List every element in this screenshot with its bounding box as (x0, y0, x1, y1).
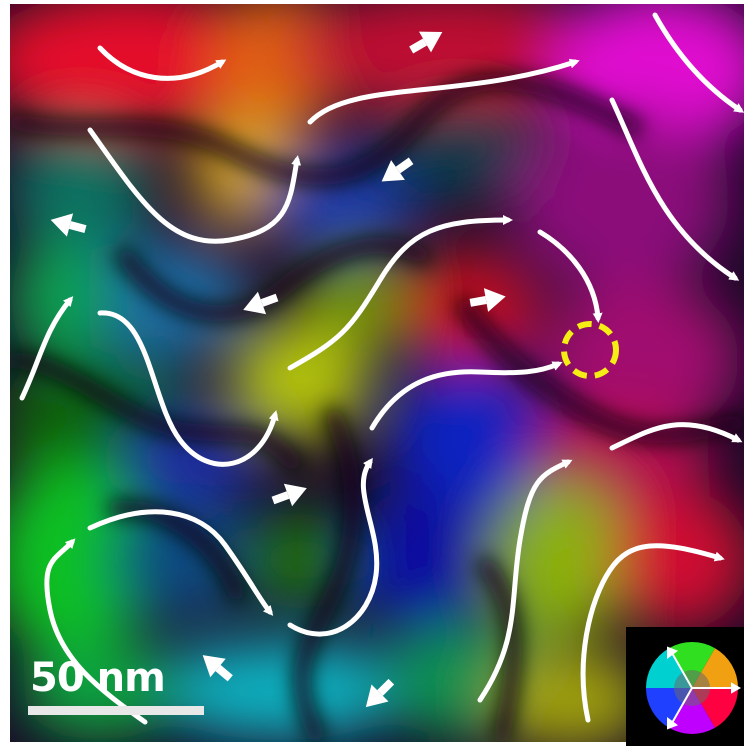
curved-arrow-icon (97, 310, 279, 467)
curved-arrow-icon (652, 12, 744, 113)
curved-arrow-icon (609, 97, 740, 281)
curved-arrow-icon (287, 457, 380, 637)
curved-arrow-icon (307, 58, 580, 125)
color-wheel-icon (646, 642, 742, 734)
magnetization-arrows (50, 31, 506, 708)
streamlines (19, 12, 744, 725)
curved-arrow-icon (87, 509, 274, 616)
arrow-icon (365, 678, 395, 708)
curved-arrow-icon (97, 45, 227, 81)
curved-arrow-icon (19, 296, 74, 401)
curved-arrow-icon (537, 229, 603, 323)
arrow-icon (202, 655, 233, 682)
arrow-icon (409, 31, 443, 54)
color-wheel-legend (626, 627, 744, 746)
curved-arrow-icon (369, 361, 563, 431)
curved-arrow-icon (287, 215, 513, 371)
curved-arrow-icon (477, 459, 573, 703)
curved-arrow-icon (609, 422, 743, 451)
curved-arrow-icon (44, 538, 148, 725)
arrow-icon (469, 288, 506, 312)
dashed-circle-icon (561, 321, 619, 379)
scale-bar (28, 706, 204, 715)
arrow-icon (381, 157, 414, 182)
curved-arrow-icon (580, 543, 725, 723)
arrow-icon (243, 291, 279, 315)
arrow-icon (271, 483, 307, 507)
curved-arrow-icon (87, 127, 302, 244)
scale-bar-label: 50 nm (30, 655, 166, 701)
